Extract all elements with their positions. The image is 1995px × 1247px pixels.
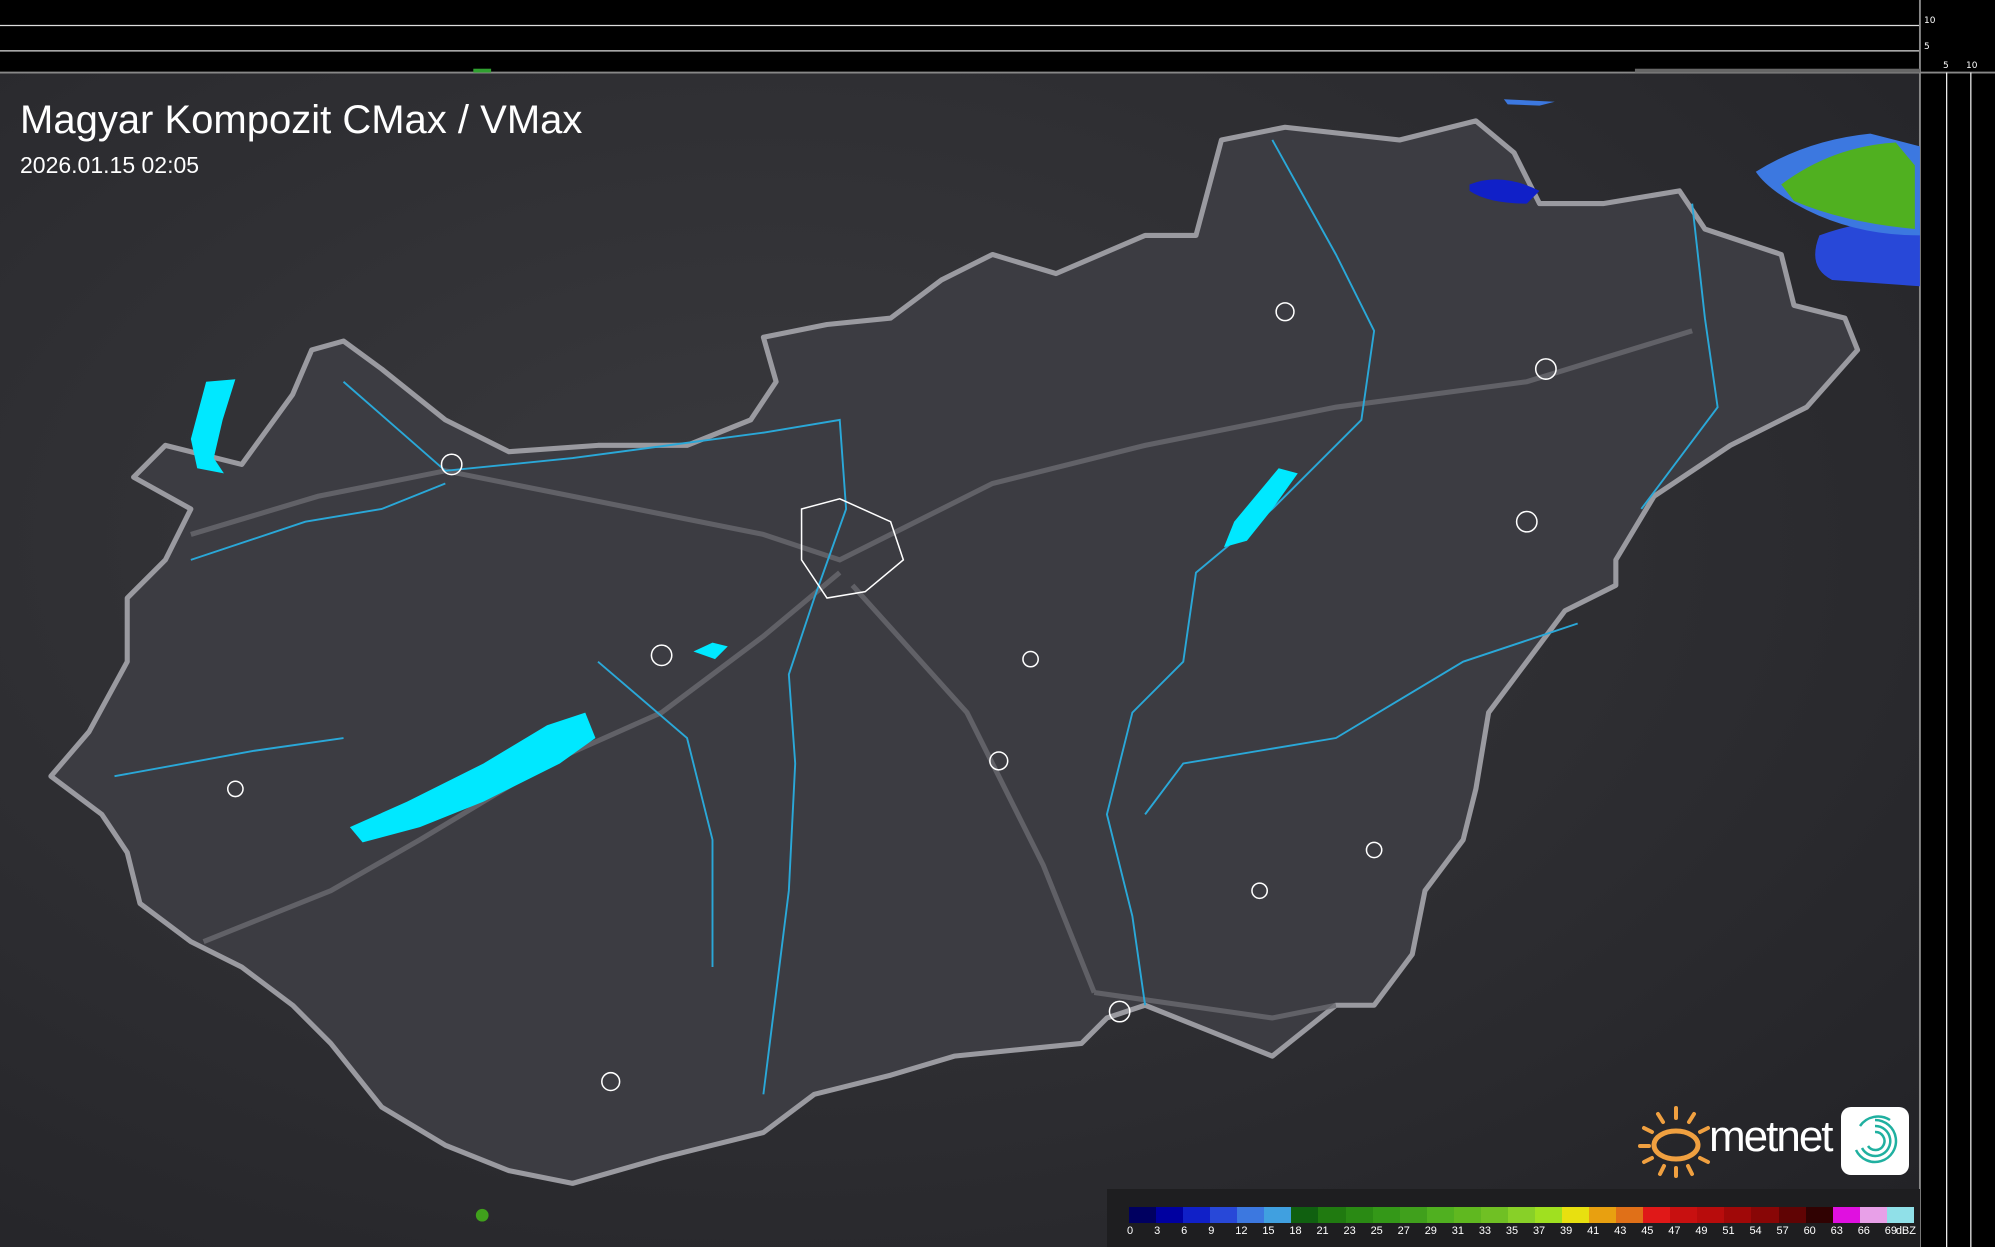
legend-label: 12 [1235, 1225, 1248, 1237]
legend-label: 49 [1695, 1225, 1708, 1237]
legend-label: 6 [1181, 1225, 1188, 1237]
legend-swatch: 51 [1722, 1207, 1752, 1237]
lake-balaton [349, 712, 596, 843]
legend-swatch: 6 [1181, 1207, 1211, 1237]
legend-swatch: 47 [1668, 1207, 1698, 1237]
legend-label: 66 [1857, 1225, 1870, 1237]
legend-label: 9 [1208, 1225, 1215, 1237]
sun-icon [1638, 1106, 1710, 1178]
axis-tick-h-10: 10 [1966, 61, 1978, 71]
legend-swatch: 37 [1533, 1207, 1562, 1237]
legend-label: 18 [1289, 1225, 1302, 1237]
legend-swatch: 60 [1804, 1207, 1833, 1237]
legend-swatch: 21 [1316, 1207, 1346, 1237]
legend-swatch: 18 [1289, 1207, 1319, 1237]
legend-swatch: 66 [1858, 1207, 1887, 1237]
metnet-app-icon [1841, 1107, 1909, 1175]
legend-label: 51 [1722, 1225, 1735, 1237]
legend-swatch: 12 [1235, 1207, 1265, 1237]
legend-swatch: 57 [1777, 1207, 1806, 1237]
legend-swatch: 49 [1695, 1207, 1725, 1237]
legend-label: 35 [1505, 1225, 1519, 1237]
legend-label: 57 [1776, 1225, 1789, 1237]
legend-label: 27 [1397, 1225, 1410, 1237]
legend-label: 3 [1154, 1225, 1161, 1237]
color-scale: 0 3 6 9 12 15 18 21 23 25 27 29 31 33 35 37 39 41 43 45 47 49… [1127, 1207, 1914, 1237]
legend-label: 33 [1478, 1225, 1492, 1237]
city-budapest [800, 497, 905, 599]
legend-unit: dBZ [1895, 1225, 1916, 1237]
legend-swatch: 25 [1371, 1207, 1400, 1237]
dbz-legend: 0 3 6 9 12 15 18 21 23 25 27 29 31 33 35 37 39 41 43 45 47 49… [1107, 1189, 1920, 1247]
legend-label: 47 [1668, 1225, 1681, 1237]
legend-label: 37 [1532, 1225, 1546, 1237]
radar-echoes [475, 99, 1920, 1222]
metnet-logo: metnet [1636, 1104, 1912, 1178]
map-title: Magyar Kompozit CMax / VMax [20, 98, 583, 142]
map-timestamp: 2026.01.15 02:05 [20, 152, 200, 178]
legend-swatch: 31 [1452, 1207, 1481, 1237]
legend-swatch: 9 [1208, 1207, 1238, 1237]
legend-label: 69 [1884, 1225, 1897, 1237]
legend-label: 60 [1803, 1225, 1816, 1237]
legend-label: 29 [1424, 1225, 1437, 1237]
lake-tisza [1223, 468, 1298, 548]
legend-label: 15 [1262, 1225, 1275, 1237]
legend-label: 63 [1830, 1225, 1843, 1237]
legend-label: 43 [1614, 1225, 1627, 1237]
legend-swatch: 0 [1127, 1207, 1157, 1237]
echo-strip [1634, 68, 1920, 73]
legend-label: 41 [1587, 1225, 1600, 1237]
legend-label: 45 [1641, 1225, 1654, 1237]
legend-swatch: 39 [1560, 1207, 1590, 1237]
legend-swatch: 33 [1479, 1207, 1508, 1237]
legend-swatch: 41 [1587, 1207, 1617, 1237]
legend-swatch: 69 [1885, 1207, 1914, 1237]
legend-swatch: 54 [1749, 1207, 1779, 1237]
axis-tick-v-10: 10 [1924, 16, 1936, 26]
legend-swatch: 3 [1154, 1207, 1184, 1237]
echo-marker [473, 68, 492, 73]
city-outlines [226, 302, 1557, 1092]
axis-tick-v-5: 5 [1924, 42, 1930, 52]
legend-label: 31 [1451, 1225, 1464, 1237]
legend-swatch: 29 [1425, 1207, 1454, 1237]
brand-name: metnet [1709, 1112, 1834, 1161]
legend-label: 25 [1370, 1225, 1383, 1237]
axis-tick-h-5: 5 [1943, 61, 1949, 71]
country-hungary [48, 118, 1861, 1186]
legend-label: 23 [1343, 1225, 1356, 1237]
legend-swatch: 23 [1344, 1207, 1373, 1237]
legend-label: 39 [1560, 1225, 1573, 1237]
legend-swatch: 43 [1614, 1207, 1644, 1237]
lake-ferto [190, 379, 236, 474]
roads [190, 328, 1693, 1021]
legend-swatch: 63 [1831, 1207, 1860, 1237]
legend-swatch: 35 [1506, 1207, 1535, 1237]
legend-swatch: 27 [1398, 1207, 1427, 1237]
legend-label: 0 [1127, 1225, 1134, 1237]
legend-label: 54 [1749, 1225, 1762, 1237]
rivers [114, 139, 1719, 1095]
legend-swatch: 15 [1262, 1207, 1292, 1237]
legend-label: 21 [1316, 1225, 1329, 1237]
legend-swatch: 45 [1641, 1207, 1671, 1237]
